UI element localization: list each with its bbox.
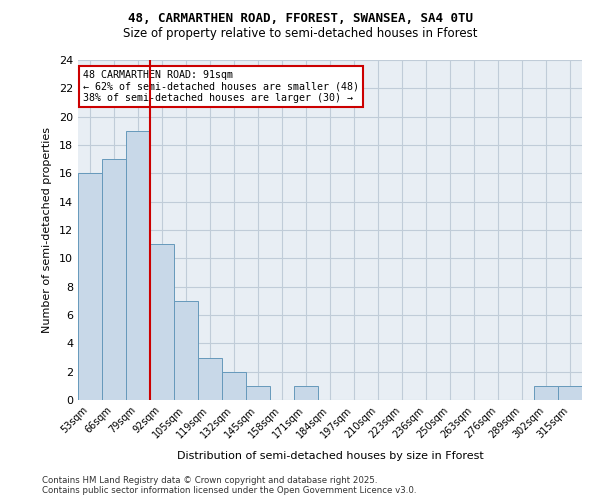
Text: 48, CARMARTHEN ROAD, FFOREST, SWANSEA, SA4 0TU: 48, CARMARTHEN ROAD, FFOREST, SWANSEA, S… [128,12,473,26]
Bar [174,301,198,400]
X-axis label: Distribution of semi-detached houses by size in Fforest: Distribution of semi-detached houses by … [176,451,484,461]
Bar [102,159,126,400]
Bar [294,386,318,400]
Bar [126,131,150,400]
Bar [78,174,102,400]
Bar [534,386,558,400]
Y-axis label: Number of semi-detached properties: Number of semi-detached properties [42,127,52,333]
Bar [558,386,582,400]
Text: Contains HM Land Registry data © Crown copyright and database right 2025.
Contai: Contains HM Land Registry data © Crown c… [42,476,416,495]
Text: 48 CARMARTHEN ROAD: 91sqm
← 62% of semi-detached houses are smaller (48)
38% of : 48 CARMARTHEN ROAD: 91sqm ← 62% of semi-… [83,70,359,103]
Text: Size of property relative to semi-detached houses in Fforest: Size of property relative to semi-detach… [123,28,477,40]
Bar [246,386,270,400]
Bar [222,372,246,400]
Bar [198,358,222,400]
Bar [150,244,174,400]
